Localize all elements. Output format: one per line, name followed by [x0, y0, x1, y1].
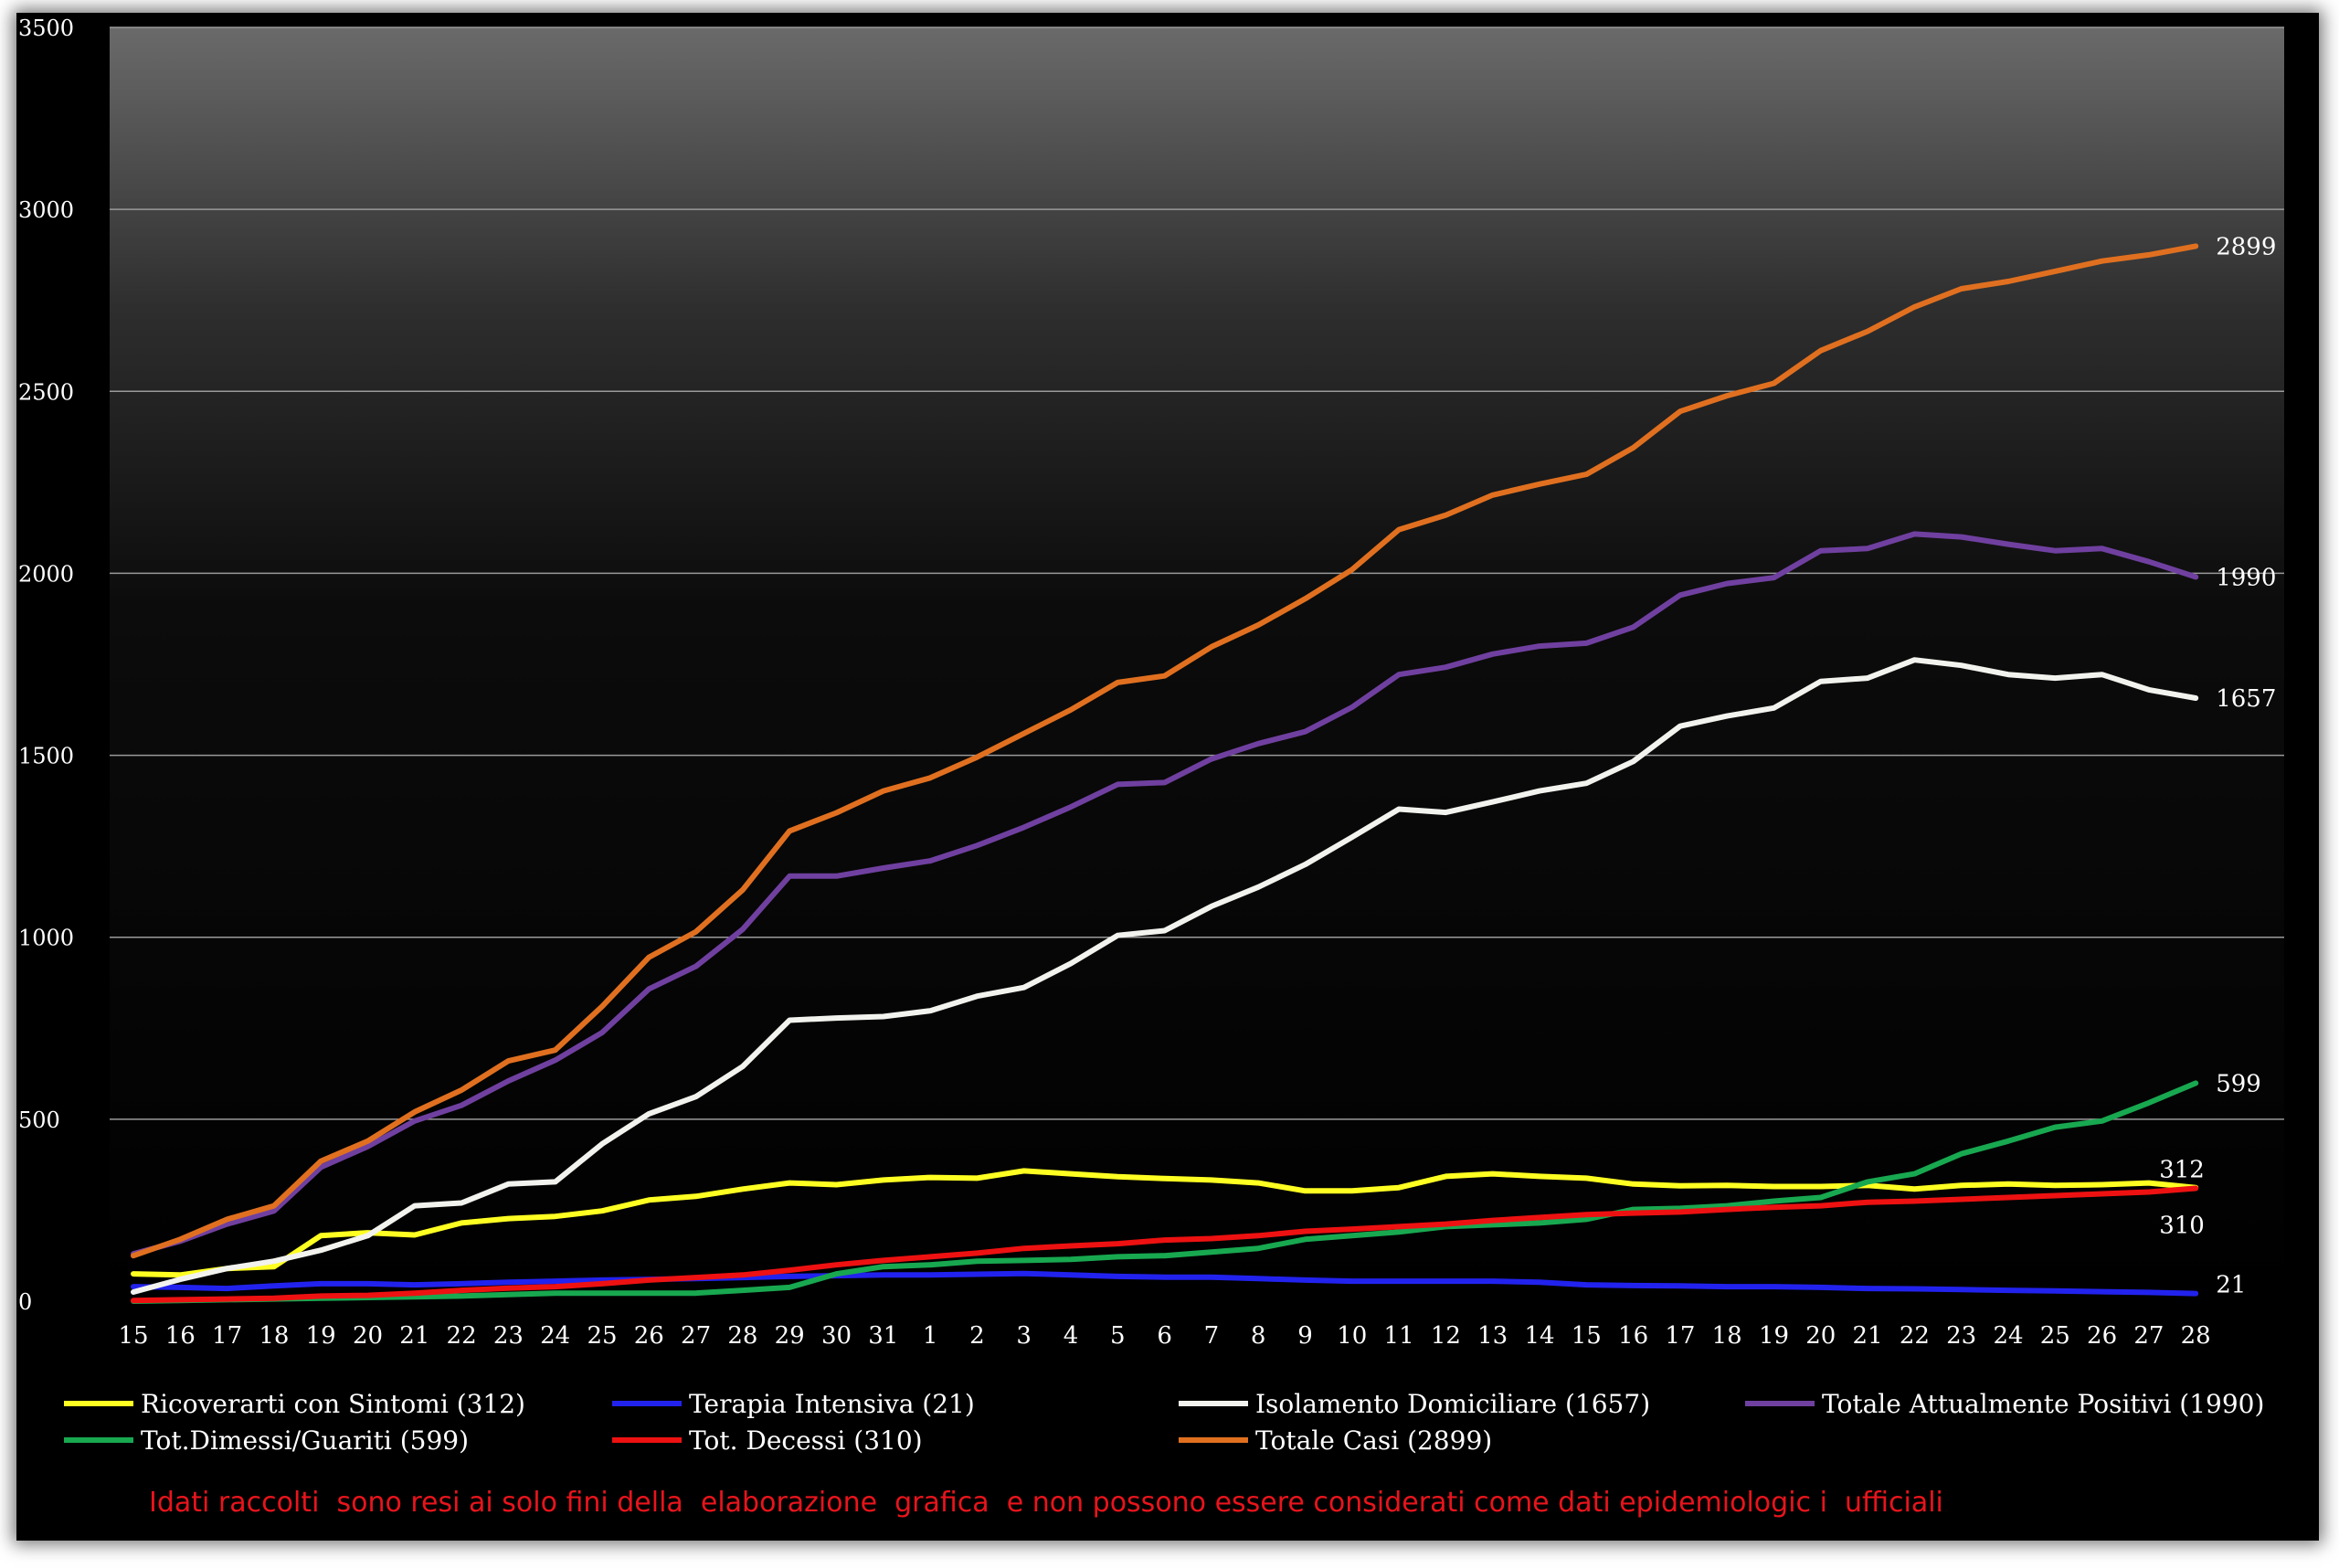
x-tick-label: 28 — [727, 1322, 757, 1350]
series-end-label: 2899 — [2216, 233, 2276, 260]
x-tick-label: 14 — [1524, 1322, 1554, 1350]
x-tick-label: 21 — [1853, 1322, 1883, 1350]
series-end-label: 310 — [2159, 1213, 2205, 1240]
x-tick-label: 18 — [1712, 1322, 1742, 1350]
legend-entry: Terapia Intensiva (21) — [689, 1389, 975, 1419]
y-axis-ticks: 0 500 1000 1500 2000 2500 3000 3500 — [18, 16, 74, 1315]
x-tick-label: 15 — [1572, 1322, 1602, 1350]
x-tick-label: 29 — [775, 1322, 805, 1350]
x-tick-label: 1 — [923, 1322, 938, 1350]
series-end-labels: 312 21 1657 1990 599 310 2899 — [2159, 233, 2276, 1298]
x-tick-label: 26 — [634, 1322, 664, 1350]
legend-entry: Isolamento Domiciliare (1657) — [1255, 1389, 1650, 1419]
x-tick-label: 16 — [1618, 1322, 1648, 1350]
x-tick-label: 24 — [1993, 1322, 2023, 1350]
series-end-label: 21 — [2216, 1272, 2246, 1299]
x-tick-label: 27 — [2133, 1322, 2164, 1350]
plot-area — [110, 27, 2284, 1301]
x-axis-ticks: 15 16 17 18 19 20 21 22 23 24 25 26 27 28 29 30 31 1 2 3 4 5 6… — [118, 1322, 2210, 1350]
chart-frame: 0 500 1000 1500 2000 2500 3000 3500 15 16 17 18 19 2… — [16, 13, 2319, 1541]
x-tick-label: 23 — [493, 1322, 524, 1350]
x-tick-label: 6 — [1157, 1322, 1172, 1350]
x-tick-label: 28 — [2181, 1322, 2211, 1350]
x-tick-label: 22 — [1900, 1322, 1930, 1350]
x-tick-label: 18 — [259, 1322, 289, 1350]
series-line-1 — [131, 1270, 2199, 1297]
x-tick-label: 26 — [2087, 1322, 2117, 1350]
x-tick-label: 30 — [821, 1322, 852, 1350]
legend-entry: Tot.Dimessi/Guariti (599) — [141, 1425, 469, 1456]
x-tick-label: 5 — [1110, 1322, 1126, 1350]
x-tick-label: 17 — [1665, 1322, 1695, 1350]
series-line-5 — [131, 1185, 2199, 1304]
gridlines — [110, 26, 2284, 1120]
x-tick-label: 12 — [1431, 1322, 1461, 1350]
series-end-label: 1657 — [2216, 685, 2276, 713]
y-tick-label: 3000 — [18, 197, 74, 223]
x-tick-label: 19 — [306, 1322, 336, 1350]
x-tick-label: 3 — [1016, 1322, 1032, 1350]
legend-entry: Totale Casi (2899) — [1255, 1425, 1492, 1456]
y-tick-label: 1000 — [18, 926, 74, 951]
x-tick-label: 9 — [1297, 1322, 1313, 1350]
x-tick-label: 16 — [165, 1322, 196, 1350]
y-tick-label: 1500 — [18, 744, 74, 769]
legend: Ricoverarti con Sintomi (312) Terapia Int… — [64, 1389, 2264, 1456]
x-tick-label: 22 — [447, 1322, 477, 1350]
series-end-label: 1990 — [2216, 564, 2276, 591]
series-end-label: 599 — [2216, 1070, 2261, 1097]
x-tick-label: 21 — [399, 1322, 429, 1350]
series-lines — [131, 243, 2199, 1304]
x-tick-label: 25 — [587, 1322, 617, 1350]
disclaimer-text: Idati raccolti sono resi ai solo fini de… — [149, 1487, 1943, 1519]
x-tick-label: 20 — [1805, 1322, 1836, 1350]
x-tick-label: 7 — [1204, 1322, 1220, 1350]
legend-entry: Tot. Decessi (310) — [689, 1425, 923, 1456]
x-tick-label: 13 — [1477, 1322, 1508, 1350]
series-line-2 — [131, 657, 2199, 1295]
x-tick-label: 15 — [118, 1322, 148, 1350]
x-tick-label: 10 — [1337, 1322, 1367, 1350]
y-tick-label: 0 — [18, 1289, 32, 1315]
y-tick-label: 3500 — [18, 16, 74, 41]
y-tick-label: 2000 — [18, 561, 74, 587]
y-tick-label: 2500 — [18, 379, 74, 405]
x-tick-label: 24 — [540, 1322, 570, 1350]
x-tick-label: 23 — [1946, 1322, 1976, 1350]
series-line-4 — [131, 1080, 2199, 1304]
x-tick-label: 19 — [1759, 1322, 1789, 1350]
x-tick-label: 4 — [1064, 1322, 1079, 1350]
y-tick-label: 500 — [18, 1107, 60, 1133]
x-tick-label: 25 — [2040, 1322, 2070, 1350]
x-tick-label: 2 — [969, 1322, 985, 1350]
x-tick-label: 17 — [212, 1322, 242, 1350]
series-line-6 — [131, 243, 2199, 1259]
x-tick-label: 8 — [1251, 1322, 1266, 1350]
legend-entry: Ricoverarti con Sintomi (312) — [141, 1389, 525, 1419]
x-tick-label: 31 — [868, 1322, 898, 1350]
x-tick-label: 27 — [681, 1322, 711, 1350]
x-tick-label: 11 — [1384, 1322, 1414, 1350]
x-tick-label: 20 — [353, 1322, 383, 1350]
series-line-3 — [131, 531, 2199, 1257]
series-end-label: 312 — [2159, 1157, 2205, 1184]
legend-entry: Totale Attualmente Positivi (1990) — [1822, 1389, 2264, 1419]
